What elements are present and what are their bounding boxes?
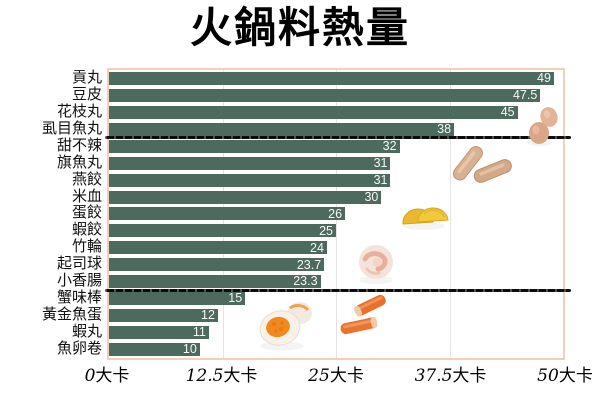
bar: 23.3 bbox=[109, 274, 321, 289]
x-axis-tick-label: 37.5大卡 bbox=[415, 361, 487, 386]
group-separator-line bbox=[105, 288, 571, 292]
bar: 24 bbox=[109, 240, 327, 255]
bar-value-label: 49 bbox=[537, 71, 551, 86]
bar-row: 起司球 23.7 bbox=[57, 256, 563, 273]
category-label: 豆皮 bbox=[71, 86, 102, 103]
bar: 25 bbox=[109, 223, 336, 238]
bar-row: 米血 30 bbox=[72, 189, 563, 206]
chart-title: 火鍋料熱量 bbox=[189, 6, 410, 52]
category-label: 小香腸 bbox=[56, 273, 102, 290]
bar: 45 bbox=[109, 105, 518, 120]
category-label: 燕餃 bbox=[71, 171, 102, 188]
bar-value-label: 15 bbox=[228, 291, 243, 306]
bar-value-label: 11 bbox=[192, 325, 206, 340]
bar: 15 bbox=[109, 291, 246, 306]
category-label: 起司球 bbox=[56, 256, 102, 273]
bar-row: 蝦丸 11 bbox=[72, 324, 563, 341]
tick-unit: 大卡 bbox=[558, 366, 593, 385]
bar-row: 花枝丸 45 bbox=[57, 104, 563, 121]
bar-value-label: 23.3 bbox=[293, 274, 318, 289]
bar-value-label: 26 bbox=[328, 206, 343, 221]
category-label: 黃金魚蛋 bbox=[41, 307, 102, 324]
tick-number: 25 bbox=[308, 366, 330, 386]
tick-unit: 大卡 bbox=[223, 366, 258, 385]
bar-value-label: 25 bbox=[319, 223, 333, 238]
tick-number: 37.5 bbox=[414, 366, 453, 386]
category-label: 蟹味棒 bbox=[56, 290, 102, 307]
bar-value-label: 23.7 bbox=[296, 257, 322, 272]
bar-row: 蟹味棒 15 bbox=[57, 290, 563, 307]
group-separator-line bbox=[105, 136, 571, 140]
category-label: 甜不辣 bbox=[56, 137, 102, 154]
bar: 31 bbox=[109, 155, 391, 170]
bar-row: 旗魚丸 31 bbox=[57, 155, 563, 172]
bar: 23.7 bbox=[109, 257, 325, 272]
tick-unit: 大卡 bbox=[452, 366, 487, 385]
x-axis-tick-label: 12.5大卡 bbox=[186, 361, 258, 386]
bar: 47.5 bbox=[109, 88, 541, 103]
bar: 49 bbox=[109, 71, 554, 86]
bar-value-label: 31 bbox=[373, 172, 388, 187]
category-label: 蝦餃 bbox=[71, 222, 102, 239]
category-label: 花枝丸 bbox=[56, 103, 102, 120]
bar-row: 魚卵卷 10 bbox=[57, 341, 563, 358]
bar: 10 bbox=[109, 342, 200, 357]
golden-fish-egg-image bbox=[256, 298, 316, 357]
milkfish-fishballs-image bbox=[524, 104, 564, 153]
category-label: 旗魚丸 bbox=[56, 154, 102, 171]
bar-row: 虱目魚丸 38 bbox=[42, 121, 563, 138]
category-label: 竹輪 bbox=[71, 239, 102, 256]
bar-value-label: 30 bbox=[364, 189, 379, 204]
tick-number: 12.5 bbox=[185, 366, 224, 386]
bar-value-label: 32 bbox=[382, 138, 397, 153]
bar-rows: 貢丸 49 豆皮 47.5 花枝丸 45 虱目魚丸 38 甜不辣 32 旗魚丸 31 燕餃 31 米血 30 蛋… bbox=[42, 70, 563, 358]
bar-row: 小香腸 23.3 bbox=[57, 273, 563, 290]
bar-row: 竹輪 24 bbox=[72, 239, 563, 256]
bar-row: 燕餃 31 bbox=[72, 172, 563, 189]
bar: 26 bbox=[109, 206, 346, 221]
category-label: 蝦丸 bbox=[71, 324, 102, 341]
bar: 30 bbox=[109, 189, 382, 204]
bar: 12 bbox=[109, 308, 218, 323]
bar-row: 甜不辣 32 bbox=[57, 138, 563, 155]
x-axis-tick-label: 0大卡 bbox=[85, 361, 130, 386]
bar-value-label: 31 bbox=[373, 155, 388, 170]
bar: 11 bbox=[109, 325, 209, 340]
x-axis-tick-label: 50大卡 bbox=[537, 361, 593, 386]
crab-sticks-image bbox=[330, 294, 390, 343]
tick-unit: 大卡 bbox=[329, 366, 364, 385]
tick-unit: 大卡 bbox=[95, 366, 130, 385]
bar-row: 豆皮 47.5 bbox=[72, 87, 563, 104]
tick-number: 0 bbox=[84, 366, 96, 386]
x-axis-tick-label: 25大卡 bbox=[308, 361, 364, 386]
tick-number: 50 bbox=[537, 366, 559, 386]
shrimp-ball-image bbox=[352, 240, 400, 291]
category-label: 魚卵卷 bbox=[56, 340, 102, 357]
egg-dumplings-image bbox=[400, 192, 452, 237]
bar-row: 蝦餃 25 bbox=[72, 222, 563, 239]
gridline bbox=[449, 70, 451, 358]
category-label: 蛋餃 bbox=[71, 205, 102, 222]
bar-value-label: 47.5 bbox=[512, 88, 538, 103]
bar-value-label: 12 bbox=[201, 308, 215, 323]
bar-value-label: 45 bbox=[500, 105, 515, 120]
tempura-sticks-image bbox=[446, 138, 516, 193]
bar-value-label: 24 bbox=[310, 240, 324, 255]
category-label: 虱目魚丸 bbox=[41, 120, 102, 137]
bar: 31 bbox=[109, 172, 391, 187]
x-axis: 0大卡 12.5大卡 25大卡 37.5大卡 50大卡 bbox=[85, 361, 593, 387]
bar-value-label: 38 bbox=[437, 122, 452, 137]
bar-row: 蛋餃 26 bbox=[72, 206, 563, 223]
category-label: 貢丸 bbox=[71, 69, 102, 86]
bar-row: 黃金魚蛋 12 bbox=[42, 307, 563, 324]
plot-area: 貢丸 49 豆皮 47.5 花枝丸 45 虱目魚丸 38 甜不辣 32 旗魚丸 31 燕餃 31 米血 30 蛋… bbox=[42, 68, 571, 360]
category-label: 米血 bbox=[71, 188, 102, 205]
bar-row: 貢丸 49 bbox=[72, 70, 563, 87]
bar-value-label: 10 bbox=[182, 342, 197, 357]
bar: 32 bbox=[109, 138, 400, 153]
bar: 38 bbox=[109, 122, 455, 137]
